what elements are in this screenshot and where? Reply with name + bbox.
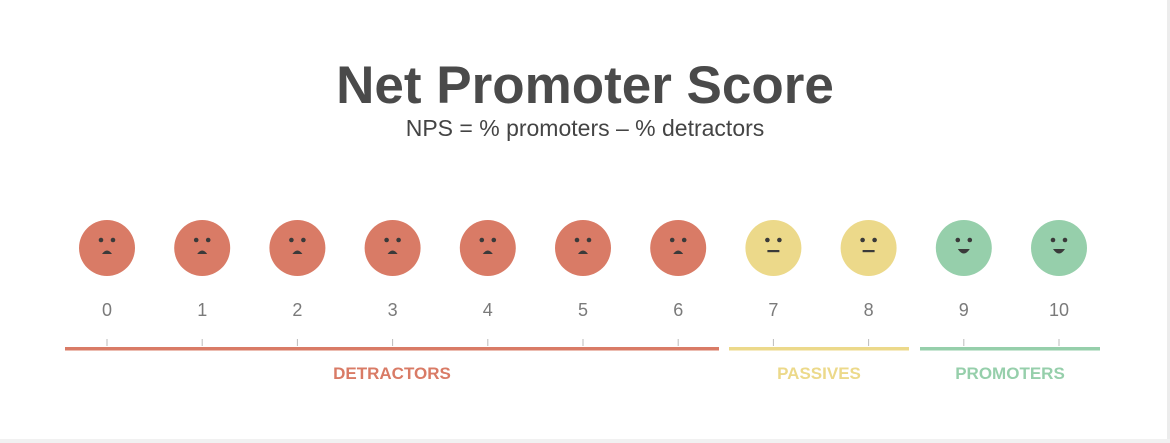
score-label: 2 xyxy=(292,300,302,320)
formula-subtitle: NPS = % promoters – % detractors xyxy=(406,115,765,141)
score-label: 7 xyxy=(768,300,778,320)
page-title: Net Promoter Score xyxy=(336,56,834,115)
score-labels: 0 1 2 3 4 5 6 7 8 9 10 xyxy=(102,300,1069,320)
happy-face-icon xyxy=(935,220,992,276)
sad-face-icon xyxy=(174,220,231,276)
detractors-label: DETRACTORS xyxy=(333,364,451,383)
score-label: 0 xyxy=(102,300,112,320)
score-faces xyxy=(79,220,1087,276)
score-label: 1 xyxy=(197,300,207,320)
sad-face-icon xyxy=(555,220,611,276)
neutral-face-icon xyxy=(840,220,897,276)
scale-ticks xyxy=(106,339,1060,346)
group-bars xyxy=(65,347,1100,351)
sad-face-icon xyxy=(269,220,326,276)
sad-face-icon xyxy=(459,220,516,276)
promoters-bar xyxy=(920,347,1100,351)
detractors-bar xyxy=(65,347,719,351)
score-label: 6 xyxy=(673,300,683,320)
score-label: 3 xyxy=(388,300,398,320)
sad-face-icon xyxy=(79,220,135,276)
right-edge xyxy=(1167,0,1170,443)
passives-label: PASSIVES xyxy=(777,364,861,383)
score-label: 9 xyxy=(959,300,969,320)
neutral-face-icon xyxy=(745,220,802,276)
promoters-label: PROMOTERS xyxy=(955,364,1065,383)
sad-face-icon xyxy=(364,220,421,276)
group-labels: DETRACTORS PASSIVES PROMOTERS xyxy=(333,364,1065,383)
score-label: 4 xyxy=(483,300,493,320)
sad-face-icon xyxy=(650,220,707,276)
passives-bar xyxy=(729,347,909,351)
score-label: 5 xyxy=(578,300,588,320)
happy-face-icon xyxy=(1031,220,1087,276)
score-label: 8 xyxy=(864,300,874,320)
score-label: 10 xyxy=(1049,300,1069,320)
bottom-edge xyxy=(0,439,1170,443)
